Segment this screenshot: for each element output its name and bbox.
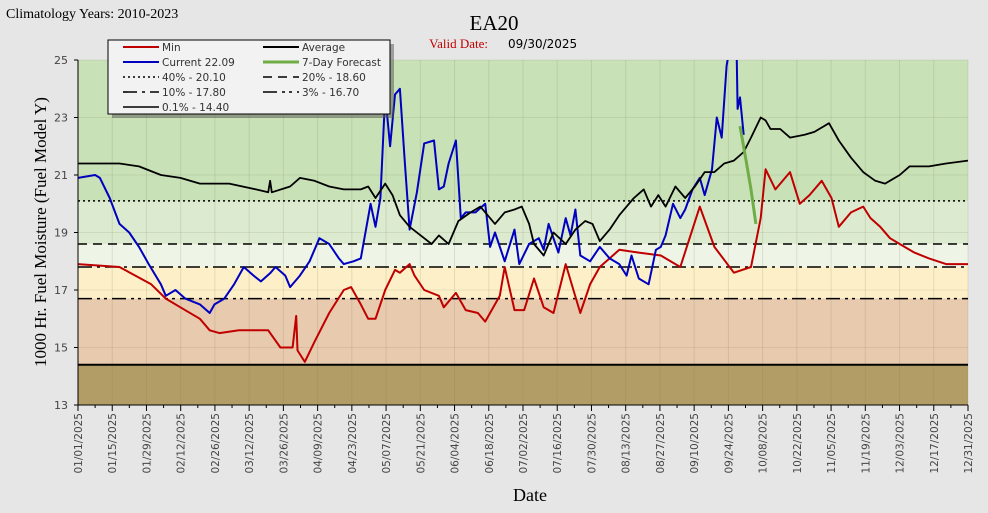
series-line <box>78 116 968 257</box>
threshold-lines <box>78 200 968 366</box>
x-tick-label: 01/01/2025 <box>73 413 85 474</box>
y-tick-label: 23 <box>54 112 68 125</box>
x-tick-label: 05/21/2025 <box>415 413 427 474</box>
x-tick-label: 11/19/2025 <box>860 413 872 474</box>
x-tick-label: 08/27/2025 <box>655 413 667 474</box>
climatology-years: Climatology Years: 2010-2023 <box>6 7 178 22</box>
legend-label: 3% - 16.70 <box>302 87 359 99</box>
x-tick-label: 07/02/2025 <box>518 413 530 474</box>
x-tick-label: 09/24/2025 <box>723 413 735 474</box>
x-tick-label: 10/22/2025 <box>792 413 804 474</box>
x-tick-label: 07/16/2025 <box>552 413 564 474</box>
legend-label: Current 22.09 <box>162 57 235 69</box>
x-tick-label: 12/03/2025 <box>895 413 907 474</box>
legend-label: 0.1% - 14.40 <box>162 102 229 114</box>
x-tick-label: 06/04/2025 <box>450 413 462 474</box>
band <box>78 267 968 299</box>
band <box>78 364 968 405</box>
series-line <box>738 125 758 225</box>
x-tick-label: 09/10/2025 <box>689 413 701 474</box>
legend-label: 20% - 18.60 <box>302 72 366 84</box>
y-tick-label: 17 <box>54 284 68 297</box>
x-tick-label: 05/07/2025 <box>381 413 393 474</box>
x-tick-label: 02/12/2025 <box>176 413 188 474</box>
y-axis-label: 1000 Hr. Fuel Moisture (Fuel Model Y) <box>31 97 50 367</box>
y-tick-label: 21 <box>54 169 68 182</box>
series-line <box>78 168 968 363</box>
legend: Min Average Current 22.09 7-Day Forecast 40%… <box>107 39 394 118</box>
axes: 01/01/2025 01/15/2025 01/29/2025 02/12/2025… <box>54 54 975 474</box>
x-tick-label: 08/13/2025 <box>621 413 633 474</box>
y-tick-label: 19 <box>54 227 68 240</box>
x-axis-label: Date <box>513 485 547 505</box>
legend-label: Min <box>162 42 181 54</box>
series-lines <box>78 60 968 363</box>
x-tick-label: 12/31/2025 <box>963 413 975 474</box>
x-tick-label: 07/30/2025 <box>586 413 598 474</box>
legend-label: 40% - 20.10 <box>162 72 226 84</box>
x-tick-label: 11/05/2025 <box>826 413 838 474</box>
valid-date-label: Valid Date: <box>429 36 488 51</box>
x-tick-label: 01/15/2025 <box>107 413 119 474</box>
legend-label: 10% - 17.80 <box>162 87 226 99</box>
x-tick-label: 04/23/2025 <box>347 413 359 474</box>
x-tick-label: 12/17/2025 <box>929 413 941 474</box>
x-tick-label: 04/09/2025 <box>313 413 325 474</box>
legend-label: Average <box>302 42 345 54</box>
y-tick-label: 13 <box>54 399 68 412</box>
x-tick-label: 03/26/2025 <box>278 413 290 474</box>
x-tick-label: 01/29/2025 <box>141 413 153 474</box>
series-line <box>78 60 745 314</box>
y-tick-label: 25 <box>54 54 68 67</box>
x-tick-label: 03/12/2025 <box>244 413 256 474</box>
chart-title: EA20 <box>470 11 519 35</box>
x-tick-label: 06/18/2025 <box>484 413 496 474</box>
x-tick-label: 10/08/2025 <box>758 413 770 474</box>
legend-label: 7-Day Forecast <box>302 57 381 69</box>
y-tick-label: 15 <box>54 342 68 355</box>
x-tick-label: 02/26/2025 <box>210 413 222 474</box>
valid-date-value: 09/30/2025 <box>508 37 577 51</box>
